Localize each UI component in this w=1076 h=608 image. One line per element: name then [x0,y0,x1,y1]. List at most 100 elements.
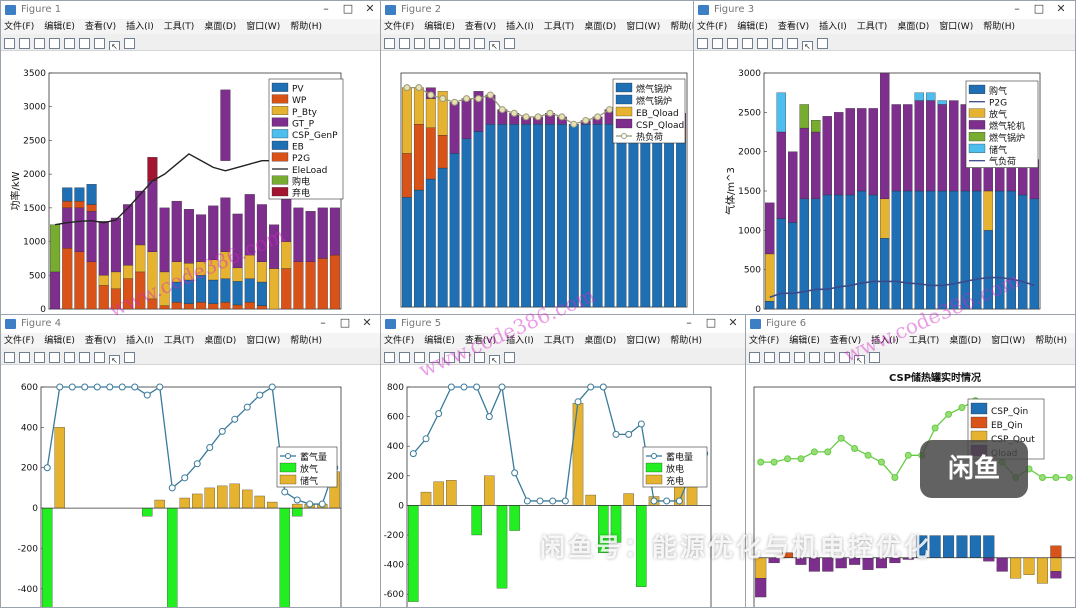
edit-plot-icon[interactable] [504,352,515,363]
link-icon[interactable] [809,352,820,363]
pointer-icon[interactable]: ↖ [109,355,120,364]
insert-legend-icon[interactable] [474,38,485,49]
maximize-icon[interactable]: □ [705,316,717,329]
insert-legend-icon[interactable] [94,38,105,49]
menu-item[interactable]: 编辑(E) [44,22,75,32]
maximize-icon[interactable]: □ [339,316,351,329]
save-icon[interactable] [414,352,425,363]
insert-legend-icon[interactable] [94,352,105,363]
menu-item[interactable]: 工具(T) [856,22,888,32]
link-icon[interactable] [64,352,75,363]
link-icon[interactable] [444,352,455,363]
print-icon[interactable] [429,352,440,363]
menu-item[interactable]: 窗口(W) [991,336,1026,346]
menu-item[interactable]: 桌面(D) [584,336,617,346]
pointer-icon[interactable]: ↖ [854,355,865,364]
insert-legend-icon[interactable] [787,38,798,49]
maximize-icon[interactable]: □ [1033,2,1045,15]
menu-item[interactable]: 文件(F) [384,22,415,32]
menu-item[interactable]: 窗口(W) [626,336,661,346]
menu-item[interactable]: 插入(I) [819,22,847,32]
menu-item[interactable]: 窗口(W) [626,22,661,32]
menu-item[interactable]: 窗口(W) [246,336,281,346]
menu-item[interactable]: 查看(V) [84,336,117,346]
link-icon[interactable] [757,38,768,49]
close-icon[interactable]: ✕ [728,316,738,329]
open-icon[interactable] [399,38,410,49]
edit-plot-icon[interactable] [124,38,135,49]
close-icon[interactable]: ✕ [362,316,372,329]
menu-item[interactable]: 桌面(D) [204,22,237,32]
new-file-icon[interactable] [749,352,760,363]
new-file-icon[interactable] [384,352,395,363]
print-icon[interactable] [794,352,805,363]
print-icon[interactable] [49,38,60,49]
menu-item[interactable]: 查看(V) [464,336,497,346]
menu-item[interactable]: 文件(F) [749,336,780,346]
menu-item[interactable]: 桌面(D) [204,336,237,346]
link-icon[interactable] [64,38,75,49]
open-icon[interactable] [19,352,30,363]
menu-item[interactable]: 查看(V) [829,336,862,346]
menu-item[interactable]: 编辑(E) [737,22,768,32]
maximize-icon[interactable]: □ [342,2,354,15]
menu-item[interactable]: 编辑(E) [424,336,455,346]
menu-item[interactable]: 文件(F) [4,336,35,346]
save-icon[interactable] [779,352,790,363]
new-file-icon[interactable] [697,38,708,49]
edit-plot-icon[interactable] [817,38,828,49]
insert-colorbar-icon[interactable] [79,38,90,49]
menu-item[interactable]: 文件(F) [4,22,35,32]
save-icon[interactable] [34,38,45,49]
menu-item[interactable]: 工具(T) [163,22,195,32]
save-icon[interactable] [34,352,45,363]
pointer-icon[interactable]: ↖ [489,41,500,50]
menu-item[interactable]: 文件(F) [384,336,415,346]
edit-plot-icon[interactable] [504,38,515,49]
close-icon[interactable]: ✕ [365,2,375,15]
menu-item[interactable]: 编辑(E) [44,336,75,346]
print-icon[interactable] [429,38,440,49]
insert-colorbar-icon[interactable] [459,38,470,49]
menu-item[interactable]: 工具(T) [543,22,575,32]
menu-item[interactable]: 帮助(H) [670,336,702,346]
insert-legend-icon[interactable] [839,352,850,363]
edit-plot-icon[interactable] [124,352,135,363]
link-icon[interactable] [444,38,455,49]
menu-item[interactable]: 插入(I) [506,336,534,346]
menu-item[interactable]: 工具(T) [543,336,575,346]
menu-item[interactable]: 帮助(H) [983,22,1015,32]
insert-colorbar-icon[interactable] [459,352,470,363]
menu-item[interactable]: 帮助(H) [670,22,697,32]
open-icon[interactable] [712,38,723,49]
menu-item[interactable]: 查看(V) [777,22,810,32]
menu-item[interactable]: 桌面(D) [584,22,617,32]
menu-item[interactable]: 桌面(D) [949,336,982,346]
edit-plot-icon[interactable] [869,352,880,363]
minimize-icon[interactable]: – [1014,2,1020,15]
minimize-icon[interactable]: – [323,2,329,15]
menu-item[interactable]: 插入(I) [506,22,534,32]
minimize-icon[interactable]: – [320,316,326,329]
pointer-icon[interactable]: ↖ [489,355,500,364]
insert-colorbar-icon[interactable] [824,352,835,363]
pointer-icon[interactable]: ↖ [802,41,813,50]
new-file-icon[interactable] [384,38,395,49]
menu-item[interactable]: 窗口(W) [939,22,974,32]
menu-item[interactable]: 窗口(W) [246,22,281,32]
menu-item[interactable]: 工具(T) [908,336,940,346]
menu-item[interactable]: 插入(I) [126,22,154,32]
open-icon[interactable] [19,38,30,49]
menu-item[interactable]: 桌面(D) [897,22,930,32]
print-icon[interactable] [742,38,753,49]
new-file-icon[interactable] [4,352,15,363]
close-icon[interactable]: ✕ [1056,2,1066,15]
menu-item[interactable]: 查看(V) [84,22,117,32]
menu-item[interactable]: 帮助(H) [1035,336,1067,346]
insert-colorbar-icon[interactable] [772,38,783,49]
open-icon[interactable] [399,352,410,363]
minimize-icon[interactable]: – [686,316,692,329]
insert-colorbar-icon[interactable] [79,352,90,363]
menu-item[interactable]: 编辑(E) [789,336,820,346]
save-icon[interactable] [414,38,425,49]
